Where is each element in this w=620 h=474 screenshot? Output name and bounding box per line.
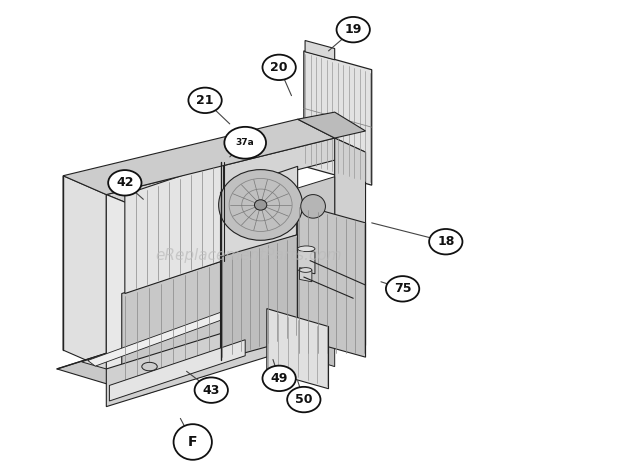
- Circle shape: [224, 127, 266, 159]
- Text: 18: 18: [437, 235, 454, 248]
- Polygon shape: [296, 177, 335, 235]
- Polygon shape: [106, 195, 143, 381]
- Circle shape: [188, 88, 222, 113]
- Circle shape: [287, 387, 321, 412]
- Polygon shape: [304, 51, 372, 185]
- Text: 20: 20: [270, 61, 288, 74]
- Ellipse shape: [298, 246, 315, 252]
- Ellipse shape: [174, 424, 212, 460]
- Polygon shape: [335, 138, 366, 346]
- Text: 43: 43: [203, 383, 220, 397]
- Polygon shape: [88, 307, 242, 366]
- Polygon shape: [125, 162, 224, 293]
- Ellipse shape: [219, 170, 303, 240]
- Circle shape: [262, 55, 296, 80]
- Polygon shape: [305, 40, 335, 60]
- Text: 21: 21: [197, 94, 214, 107]
- Text: 50: 50: [295, 393, 312, 406]
- Circle shape: [337, 17, 370, 42]
- Circle shape: [262, 365, 296, 391]
- Text: 19: 19: [345, 23, 362, 36]
- Circle shape: [108, 170, 141, 196]
- Circle shape: [429, 229, 463, 255]
- Polygon shape: [298, 112, 366, 138]
- Polygon shape: [273, 312, 335, 366]
- Ellipse shape: [299, 268, 312, 273]
- Polygon shape: [57, 301, 353, 395]
- Text: eReplacementParts.com: eReplacementParts.com: [155, 248, 342, 264]
- Polygon shape: [63, 119, 335, 195]
- Polygon shape: [82, 303, 322, 383]
- Polygon shape: [106, 298, 335, 407]
- Text: 75: 75: [394, 283, 411, 295]
- Circle shape: [386, 276, 419, 301]
- Polygon shape: [298, 204, 366, 357]
- Polygon shape: [109, 340, 245, 401]
- Polygon shape: [221, 166, 298, 261]
- Ellipse shape: [254, 200, 267, 210]
- Circle shape: [195, 377, 228, 403]
- Polygon shape: [298, 248, 315, 274]
- Polygon shape: [106, 138, 366, 210]
- Text: 42: 42: [116, 176, 133, 189]
- Polygon shape: [122, 261, 224, 392]
- Polygon shape: [63, 176, 106, 369]
- Ellipse shape: [142, 362, 157, 371]
- Ellipse shape: [301, 195, 326, 218]
- Text: 37a: 37a: [236, 138, 255, 147]
- Polygon shape: [221, 235, 298, 359]
- Polygon shape: [299, 268, 312, 282]
- Text: 49: 49: [270, 372, 288, 385]
- Text: F: F: [188, 435, 198, 449]
- Polygon shape: [267, 309, 329, 389]
